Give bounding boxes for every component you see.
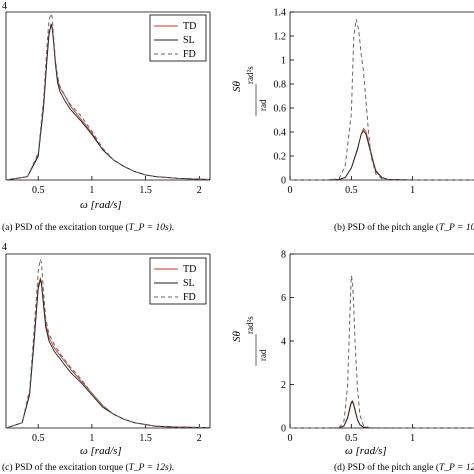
caption-a-text: (a) PSD of the excitation torque ( xyxy=(2,222,129,233)
y-tick-label-b-4: 0.8 xyxy=(274,80,287,91)
tick-group-a: 0.5 1 1.5 2 xyxy=(32,176,202,196)
caption-c-param: T_P = 12s). xyxy=(129,462,175,473)
series-line-b-fd xyxy=(290,19,474,181)
y-tick-label-d-2: 4 xyxy=(281,337,286,348)
tick-group-c: 0.5 1 1.5 2 xyxy=(32,424,202,444)
y-tick-label-b-2: 0.4 xyxy=(274,128,287,139)
exponent-label-a: 4 xyxy=(2,1,7,12)
series-group-c xyxy=(5,259,211,429)
x-tick-label-b-0: 0 xyxy=(288,185,293,196)
x-axis-label-c: ω [rad/s] xyxy=(80,445,122,457)
x-tick-label-b-2: 1 xyxy=(410,185,415,196)
y-tick-label-d-3: 6 xyxy=(281,293,286,304)
x-tick-label-a-3: 2 xyxy=(197,185,202,196)
series-line-b-td xyxy=(290,127,474,181)
x-axis-label-d: ω [rad/s] xyxy=(345,445,387,457)
series-group-b xyxy=(290,19,474,181)
y-axis-unit-den-d: rad xyxy=(258,349,268,361)
y-tick-label-b-5: 1 xyxy=(281,56,286,67)
legend-box-a xyxy=(149,14,207,62)
series-line-d-sl xyxy=(290,401,474,429)
y-tick-label-b-3: 0.6 xyxy=(274,104,287,115)
caption-b-param: T_P = 10s). xyxy=(439,222,474,233)
x-tick-label-d-2: 1 xyxy=(410,433,415,444)
y-tick-label-b-7: 1.4 xyxy=(274,8,287,19)
y-axis-label-d: Sθ rad²s rad xyxy=(231,316,268,366)
x-tick-label-c-2: 1.5 xyxy=(139,433,152,444)
series-line-c-fd xyxy=(5,259,211,429)
x-tick-label-a-0: 0.5 xyxy=(32,185,45,196)
series-line-b-sl xyxy=(290,130,474,181)
tick-group-b: 0 0.5 1 0 0.2 0.4 0.6 0.8 1 1.2 1.4 xyxy=(274,8,416,197)
caption-b: (b) PSD of the pitch angle (T_P = 10s). xyxy=(334,222,474,233)
legend-label-sl-c: SL xyxy=(183,278,195,289)
x-tick-label-d-0: 0 xyxy=(288,433,293,444)
series-group-d xyxy=(290,275,474,429)
tick-group-d: 0 0.5 1 0 2 4 6 8 xyxy=(281,250,415,445)
y-tick-label-b-6: 1.2 xyxy=(274,32,287,43)
caption-c: (c) PSD of the excitation torque (T_P = … xyxy=(2,462,174,473)
legend-box-c xyxy=(149,257,207,305)
x-tick-label-d-1: 0.5 xyxy=(345,433,358,444)
y-tick-label-d-0: 0 xyxy=(281,424,286,435)
x-tick-label-c-1: 1 xyxy=(89,433,94,444)
series-group-a xyxy=(5,12,211,181)
y-axis-unit-num-b: rad²s xyxy=(245,66,255,84)
legend-label-fd-c: FD xyxy=(183,292,196,303)
legend-label-td: TD xyxy=(183,21,196,32)
y-tick-label-b-0: 0 xyxy=(281,176,286,187)
series-line-d-td xyxy=(290,400,474,429)
y-axis-symbol-b: Sθ xyxy=(231,81,243,93)
caption-d-text: (d) PSD of the pitch angle ( xyxy=(334,462,439,473)
y-axis-unit-num-d: rad²s xyxy=(245,316,255,334)
x-tick-label-c-0: 0.5 xyxy=(32,433,45,444)
x-axis-label-a: ω [rad/s] xyxy=(80,199,122,211)
x-tick-label-b-1: 0.5 xyxy=(345,185,358,196)
caption-a-param: T_P = 10s). xyxy=(129,222,175,233)
y-axis-symbol-d: Sθ xyxy=(231,331,243,343)
caption-d: (d) PSD of the pitch angle (T_P = 12s). xyxy=(334,462,474,473)
legend-a: TD SL FD xyxy=(149,14,207,62)
legend-label-fd: FD xyxy=(183,49,196,60)
legend-c: TD SL FD xyxy=(149,257,207,305)
panel-d: 0 0.5 1 0 2 4 6 8 Sθ rad²s rad ω [rad/s] (d) PS… xyxy=(231,250,474,473)
exponent-label-c: 4 xyxy=(2,242,7,253)
x-tick-label-a-1: 1 xyxy=(89,185,94,196)
y-tick-label-d-1: 2 xyxy=(281,380,286,391)
series-line-d-fd xyxy=(290,275,474,429)
y-axis-unit-den-b: rad xyxy=(258,99,268,111)
y-tick-label-d-4: 8 xyxy=(281,250,286,261)
caption-b-text: (b) PSD of the pitch angle ( xyxy=(334,222,439,233)
series-line-a-fd xyxy=(5,12,211,181)
panel-b: 0 0.5 1 0 0.2 0.4 0.6 0.8 1 1.2 1.4 Sθ rad²s rad (… xyxy=(231,8,474,233)
caption-c-text: (c) PSD of the excitation torque ( xyxy=(2,462,129,473)
x-tick-label-c-3: 2 xyxy=(197,433,202,444)
panel-a: 4 0.5 1 1.5 2 TD SL FD ω [rad/s] (a) PSD of… xyxy=(2,1,211,233)
y-tick-label-b-1: 0.2 xyxy=(274,152,287,163)
x-tick-label-a-2: 1.5 xyxy=(139,185,152,196)
y-axis-label-b: Sθ rad²s rad xyxy=(231,66,268,116)
panel-c: 4 0.5 1 1.5 2 TD SL FD ω [rad/s] (c) PSD of… xyxy=(2,242,211,473)
legend-label-td-c: TD xyxy=(183,264,196,275)
caption-d-param: T_P = 12s). xyxy=(439,462,474,473)
legend-label-sl: SL xyxy=(183,35,195,46)
caption-a: (a) PSD of the excitation torque (T_P = … xyxy=(2,222,174,233)
